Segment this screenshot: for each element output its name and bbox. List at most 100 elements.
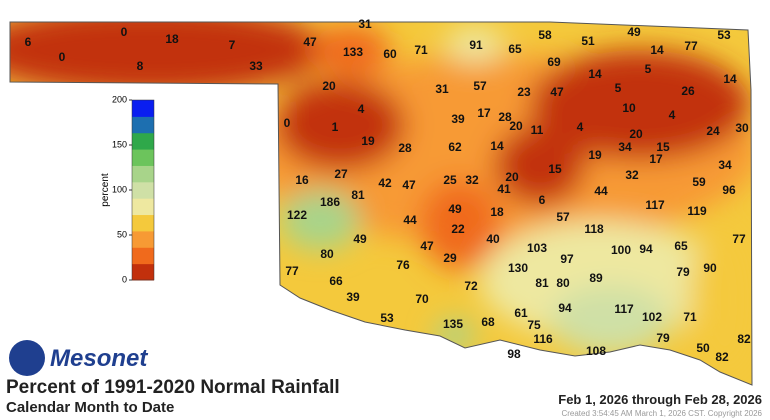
- station-value: 25: [443, 173, 457, 187]
- station-value: 80: [556, 276, 570, 290]
- station-value: 49: [448, 202, 462, 216]
- station-value: 42: [378, 176, 392, 190]
- station-value: 77: [732, 232, 746, 246]
- station-value: 47: [420, 239, 434, 253]
- station-value: 72: [464, 279, 478, 293]
- station-value: 17: [649, 152, 663, 166]
- legend-tick-label: 100: [112, 184, 127, 194]
- station-value: 5: [615, 81, 622, 95]
- created-note: Created 3:54:45 AM March 1, 2026 CST. Co…: [561, 409, 762, 418]
- station-value: 77: [684, 39, 698, 53]
- station-value: 96: [722, 183, 736, 197]
- station-value: 8: [137, 59, 144, 73]
- station-value: 41: [497, 182, 511, 196]
- logo-icon: [9, 340, 45, 376]
- station-value: 51: [581, 34, 595, 48]
- station-value: 94: [639, 242, 653, 256]
- station-value: 58: [538, 28, 552, 42]
- station-value: 1: [332, 120, 339, 134]
- station-value: 135: [443, 317, 463, 331]
- station-value: 11: [531, 123, 544, 137]
- station-value: 116: [533, 332, 553, 346]
- station-value: 90: [703, 261, 717, 275]
- station-value: 91: [469, 38, 483, 52]
- station-value: 61: [514, 306, 528, 320]
- station-value: 57: [556, 210, 570, 224]
- station-value: 6: [539, 193, 546, 207]
- station-value: 16: [295, 173, 309, 187]
- station-value: 0: [59, 50, 66, 64]
- subtitle: Calendar Month to Date: [6, 399, 174, 416]
- station-value: 71: [414, 43, 428, 57]
- station-value: 19: [588, 148, 602, 162]
- station-value: 14: [490, 139, 504, 153]
- station-value: 29: [443, 251, 457, 265]
- station-value: 108: [586, 344, 606, 358]
- station-value: 33: [249, 59, 263, 73]
- station-value: 59: [692, 175, 706, 189]
- station-value: 94: [558, 301, 572, 315]
- legend-tick-label: 0: [122, 274, 127, 284]
- station-value: 79: [676, 265, 690, 279]
- station-value: 4: [669, 108, 676, 122]
- station-value: 68: [481, 315, 495, 329]
- station-value: 39: [346, 290, 360, 304]
- station-value: 5: [645, 62, 652, 76]
- station-value: 81: [535, 276, 549, 290]
- station-value: 14: [588, 67, 602, 81]
- station-value: 20: [505, 170, 519, 184]
- legend-swatch: [132, 263, 154, 281]
- station-value: 62: [448, 140, 462, 154]
- legend-swatch: [132, 116, 154, 134]
- station-value: 122: [287, 208, 307, 222]
- legend-swatch: [132, 247, 154, 265]
- station-value: 66: [329, 274, 343, 288]
- station-value: 17: [477, 106, 491, 120]
- station-value: 0: [284, 116, 291, 130]
- station-value: 31: [358, 17, 372, 31]
- station-value: 27: [334, 167, 348, 181]
- station-value: 18: [490, 205, 504, 219]
- station-value: 82: [737, 332, 751, 346]
- station-value: 4: [358, 102, 365, 116]
- station-value: 100: [611, 243, 631, 257]
- legend-swatch: [132, 214, 154, 232]
- station-value: 60: [383, 47, 397, 61]
- station-value: 44: [594, 184, 608, 198]
- station-value: 117: [645, 198, 665, 212]
- station-value: 98: [507, 347, 521, 361]
- station-value: 47: [550, 85, 564, 99]
- legend-swatch: [132, 149, 154, 166]
- date-range: Feb 1, 2026 through Feb 28, 2026: [558, 392, 762, 407]
- station-value: 39: [451, 112, 465, 126]
- station-value: 97: [560, 252, 574, 266]
- station-value: 34: [618, 140, 632, 154]
- station-value: 82: [715, 350, 729, 364]
- station-value: 7: [229, 38, 236, 52]
- legend-swatch: [132, 181, 154, 199]
- station-value: 44: [403, 213, 417, 227]
- legend-swatch: [132, 100, 154, 117]
- station-value: 65: [508, 42, 522, 56]
- station-value: 130: [508, 261, 528, 275]
- station-value: 28: [498, 110, 512, 124]
- title: Percent of 1991-2020 Normal Rainfall: [6, 377, 340, 398]
- station-value: 65: [674, 239, 688, 253]
- station-value: 49: [353, 232, 367, 246]
- station-value: 28: [398, 141, 412, 155]
- station-value: 20: [629, 127, 643, 141]
- station-value: 80: [320, 247, 334, 261]
- station-value: 32: [465, 173, 479, 187]
- station-value: 34: [718, 158, 732, 172]
- station-value: 186: [320, 195, 340, 209]
- station-value: 79: [656, 331, 670, 345]
- station-value: 32: [625, 168, 639, 182]
- station-value: 14: [650, 43, 664, 57]
- station-value: 23: [517, 85, 531, 99]
- station-value: 15: [656, 140, 670, 154]
- legend-label: percent: [100, 173, 111, 207]
- station-value: 102: [642, 310, 662, 324]
- legend-tick-label: 150: [112, 139, 127, 149]
